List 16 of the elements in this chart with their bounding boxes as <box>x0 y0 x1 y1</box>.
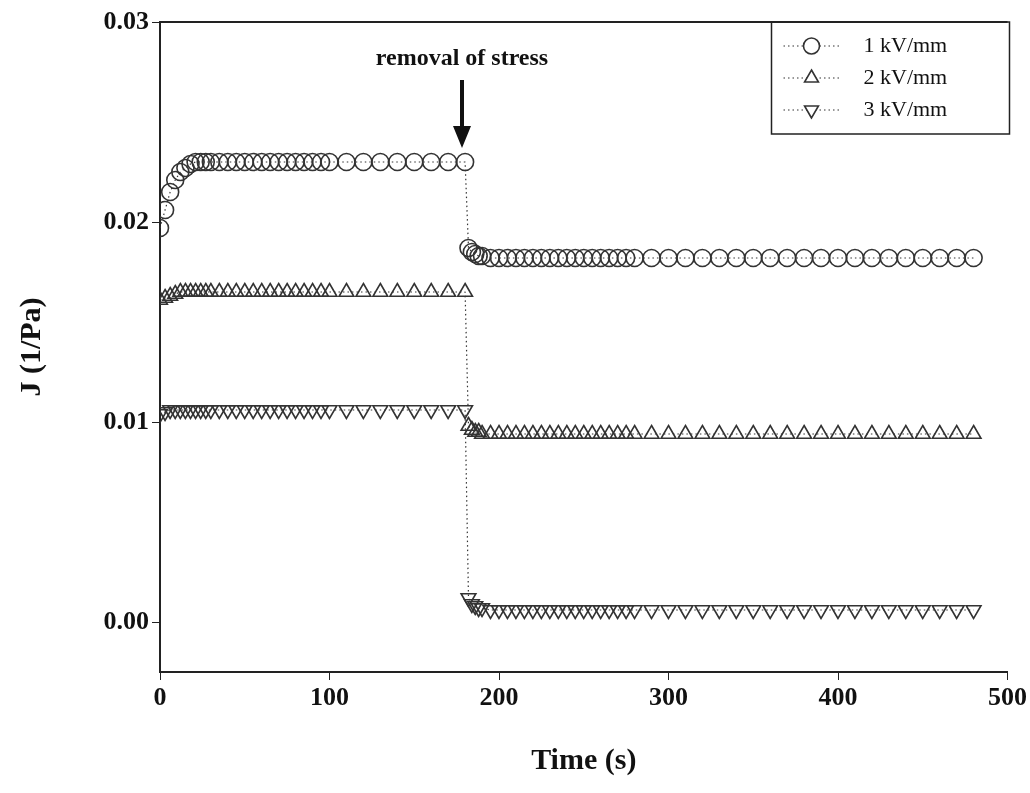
y-tick-label: 0.03 <box>103 5 149 35</box>
x-tick-label: 500 <box>988 682 1027 712</box>
annotation: removal of stress <box>374 43 550 72</box>
x-axis-title: Time (s) <box>531 741 637 776</box>
x-tick-label: 400 <box>818 682 858 712</box>
x-tick-label: 100 <box>310 682 349 712</box>
x-tick-label: 200 <box>479 682 519 712</box>
y-tick-label: 0.00 <box>103 605 149 635</box>
legend-label: 3 kV/mm <box>863 95 948 121</box>
y-tick-label: 0.01 <box>103 405 149 435</box>
legend-label: 2 kV/mm <box>863 63 948 89</box>
x-tick-label: 300 <box>649 682 688 712</box>
y-axis-title: J (1/Pa) <box>12 297 47 397</box>
x-tick-label: 0 <box>153 682 167 712</box>
y-tick-label: 0.02 <box>103 205 149 235</box>
legend-label: 1 kV/mm <box>863 31 948 57</box>
